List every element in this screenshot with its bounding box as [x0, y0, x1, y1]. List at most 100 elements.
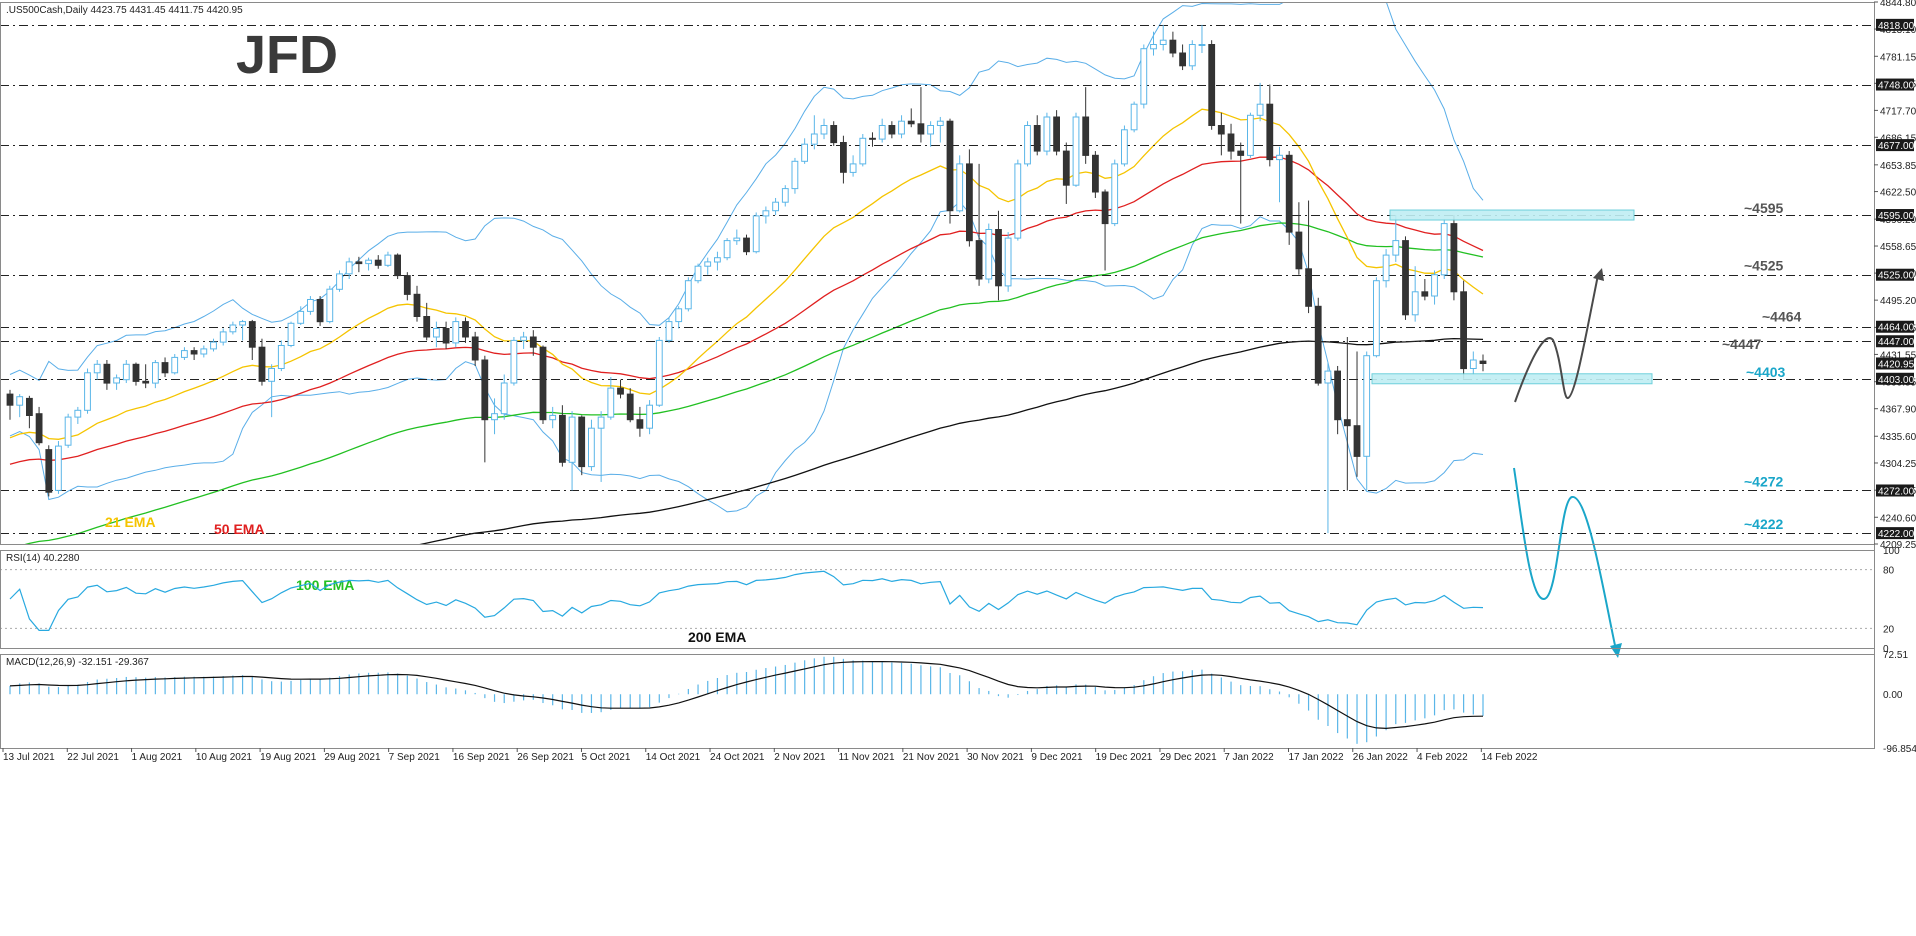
- candle-body[interactable]: [1479, 360, 1487, 365]
- candle-body[interactable]: [345, 261, 353, 275]
- candle-body[interactable]: [1392, 240, 1400, 256]
- candle-body[interactable]: [200, 348, 208, 355]
- candle-body[interactable]: [413, 293, 421, 317]
- candle-body[interactable]: [336, 273, 343, 290]
- candle-body[interactable]: [665, 321, 673, 341]
- candle-body[interactable]: [946, 120, 954, 212]
- candle-body[interactable]: [626, 393, 634, 421]
- candle-body[interactable]: [258, 346, 266, 382]
- candle-body[interactable]: [1460, 291, 1467, 370]
- candle-body[interactable]: [1062, 150, 1070, 186]
- candle-body[interactable]: [995, 229, 1002, 287]
- candle-body[interactable]: [820, 125, 828, 135]
- candle-body[interactable]: [229, 324, 237, 333]
- candle-body[interactable]: [1121, 129, 1128, 165]
- candle-body[interactable]: [1450, 223, 1458, 293]
- candle-body[interactable]: [655, 339, 663, 406]
- candle-body[interactable]: [1256, 103, 1264, 116]
- candle-body[interactable]: [122, 363, 130, 381]
- candle-body[interactable]: [888, 125, 896, 135]
- candle-body[interactable]: [277, 345, 285, 369]
- candle-body[interactable]: [840, 142, 847, 173]
- candle-body[interactable]: [936, 120, 944, 126]
- candle-body[interactable]: [597, 416, 605, 429]
- candle-body[interactable]: [529, 336, 537, 348]
- candle-body[interactable]: [1004, 237, 1012, 287]
- candle-body[interactable]: [481, 359, 489, 421]
- candle-body[interactable]: [588, 427, 595, 468]
- candle-body[interactable]: [801, 143, 809, 162]
- candle-body[interactable]: [1431, 274, 1438, 297]
- candle-body[interactable]: [1130, 103, 1138, 131]
- candle-body[interactable]: [927, 125, 935, 135]
- candle-body[interactable]: [1014, 163, 1022, 239]
- candle-body[interactable]: [510, 339, 518, 384]
- candle-body[interactable]: [64, 416, 72, 446]
- candle-body[interactable]: [1082, 116, 1090, 156]
- candle-body[interactable]: [1363, 355, 1371, 457]
- candle-body[interactable]: [617, 387, 624, 395]
- candle-body[interactable]: [1150, 44, 1157, 50]
- candle-body[interactable]: [859, 137, 867, 165]
- candle-body[interactable]: [1198, 44, 1206, 46]
- candle-body[interactable]: [1159, 39, 1167, 46]
- candle-body[interactable]: [219, 331, 227, 343]
- candle-body[interactable]: [1024, 125, 1031, 165]
- candle-body[interactable]: [1295, 231, 1303, 270]
- candle-body[interactable]: [442, 328, 450, 344]
- candle-body[interactable]: [1276, 154, 1283, 161]
- candle-body[interactable]: [190, 350, 198, 355]
- candle-body[interactable]: [239, 321, 246, 326]
- candle-body[interactable]: [878, 125, 886, 140]
- candle-body[interactable]: [394, 254, 402, 277]
- candle-body[interactable]: [733, 237, 741, 242]
- candle-body[interactable]: [1169, 39, 1177, 54]
- candle-body[interactable]: [743, 237, 750, 253]
- candle-body[interactable]: [752, 215, 760, 253]
- candle-body[interactable]: [966, 163, 973, 242]
- candle-body[interactable]: [1334, 370, 1341, 421]
- candle-body[interactable]: [142, 380, 150, 384]
- candle-body[interactable]: [1043, 116, 1051, 152]
- candle-body[interactable]: [985, 229, 993, 280]
- candle-body[interactable]: [374, 259, 382, 266]
- candle-body[interactable]: [684, 280, 692, 310]
- rsi-panel[interactable]: RSI(14) 40.2280: [0, 553, 1874, 632]
- candle-body[interactable]: [1469, 359, 1477, 369]
- candle-body[interactable]: [1314, 305, 1322, 384]
- candle-body[interactable]: [559, 414, 566, 463]
- candle-body[interactable]: [1227, 133, 1235, 152]
- candle-body[interactable]: [849, 163, 857, 173]
- candle-body[interactable]: [84, 372, 91, 411]
- candle-body[interactable]: [1305, 268, 1312, 307]
- candle-body[interactable]: [181, 350, 188, 358]
- candle-body[interactable]: [152, 362, 159, 384]
- candle-body[interactable]: [636, 419, 644, 429]
- candle-body[interactable]: [462, 321, 469, 338]
- candle-body[interactable]: [1421, 291, 1429, 297]
- candle-body[interactable]: [549, 414, 557, 421]
- candle-body[interactable]: [93, 363, 101, 374]
- candle-body[interactable]: [1402, 240, 1409, 316]
- candle-body[interactable]: [646, 404, 654, 429]
- candle-body[interactable]: [1324, 370, 1332, 384]
- candle-body[interactable]: [1237, 150, 1245, 156]
- candle-body[interactable]: [45, 449, 53, 493]
- candle-body[interactable]: [1208, 44, 1216, 126]
- candle-body[interactable]: [1092, 154, 1099, 193]
- candle-body[interactable]: [471, 336, 479, 361]
- candle-body[interactable]: [365, 259, 373, 265]
- candle-body[interactable]: [714, 257, 721, 263]
- candle-body[interactable]: [210, 341, 217, 350]
- candle-body[interactable]: [1111, 163, 1119, 225]
- candle-body[interactable]: [132, 363, 140, 382]
- candle-body[interactable]: [1072, 116, 1080, 186]
- candle-body[interactable]: [830, 125, 838, 144]
- candle-body[interactable]: [55, 445, 62, 491]
- candle-body[interactable]: [74, 409, 82, 418]
- candle-body[interactable]: [287, 322, 295, 346]
- candle-body[interactable]: [810, 133, 818, 145]
- candle-body[interactable]: [1285, 154, 1293, 233]
- candle-body[interactable]: [161, 362, 169, 374]
